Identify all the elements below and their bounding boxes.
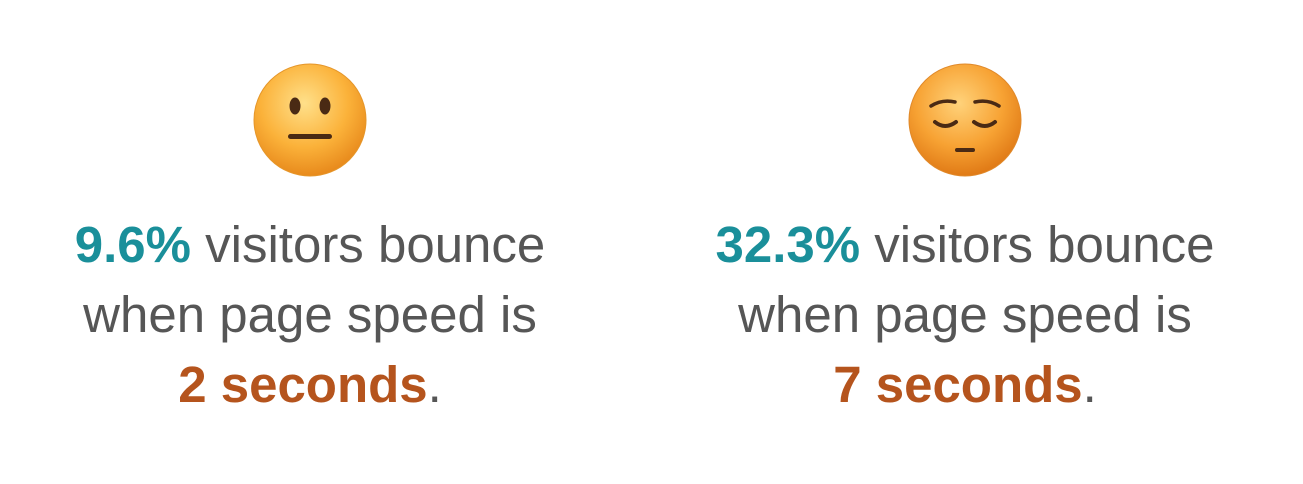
left-line-1: 9.6% visitors bounce (30, 210, 590, 280)
right-line-1: 32.3% visitors bounce (685, 210, 1245, 280)
neutral-face-icon (253, 63, 367, 177)
left-stat-text: 9.6% visitors bounce when page speed is … (30, 210, 590, 420)
left-percent: 9.6% (74, 216, 191, 273)
right-percent: 32.3% (715, 216, 861, 273)
right-stat-text: 32.3% visitors bounce when page speed is… (685, 210, 1245, 420)
pensive-face-icon (908, 63, 1022, 177)
left-line-2: when page speed is (83, 286, 537, 343)
right-stat-card: 32.3% visitors bounce when page speed is… (685, 60, 1245, 420)
left-period: . (427, 356, 442, 413)
right-seconds: 7 seconds (833, 356, 1083, 413)
left-stat-card: 9.6% visitors bounce when page speed is … (30, 60, 590, 420)
right-line-2: when page speed is (738, 286, 1192, 343)
right-line-1-rest: visitors bounce (860, 216, 1215, 273)
right-period: . (1082, 356, 1097, 413)
left-seconds: 2 seconds (178, 356, 428, 413)
right-line-3: 7 seconds. (685, 350, 1245, 420)
left-line-1-rest: visitors bounce (190, 216, 546, 273)
left-line-3: 2 seconds. (30, 350, 590, 420)
